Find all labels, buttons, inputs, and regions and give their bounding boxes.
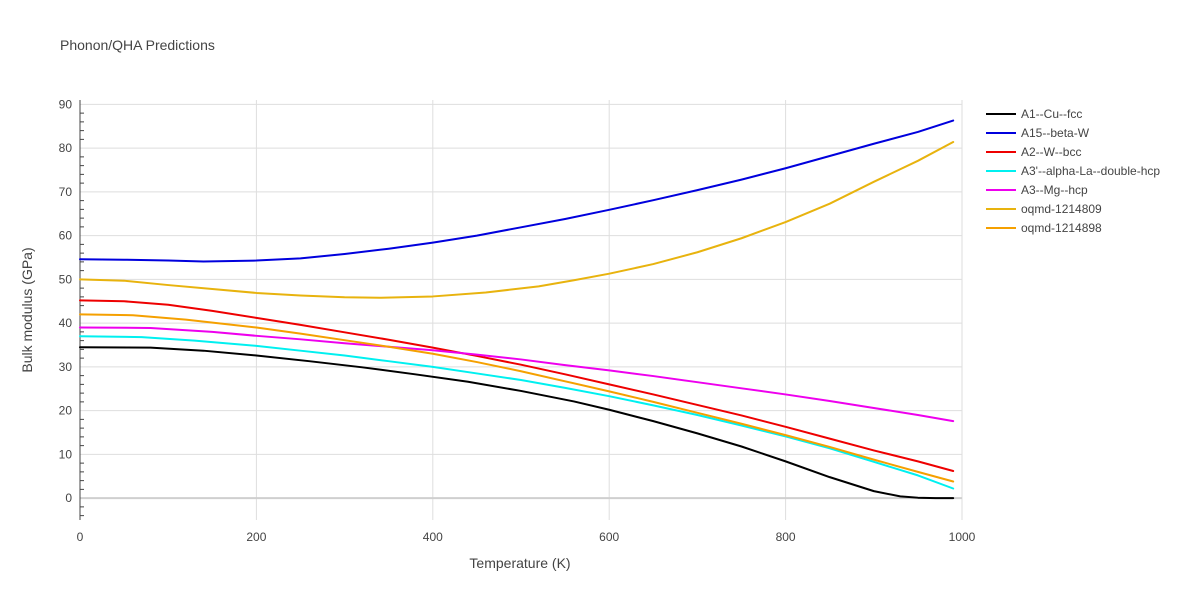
axis-layer: 0 200 400 600 800 1000 0 10 20 30 40 50 60 70 80 90: [59, 97, 976, 544]
y-tick-label: 30: [59, 360, 73, 374]
series-line-0[interactable]: [79, 346, 955, 500]
legend-item[interactable]: A2--W--bcc: [986, 145, 1081, 159]
series-layer: [79, 119, 955, 500]
legend-label: oqmd-1214898: [1021, 221, 1102, 235]
legend-label: A3--Mg--hcp: [1021, 183, 1088, 197]
legend-label: A15--beta-W: [1021, 126, 1090, 140]
series-line-3[interactable]: [79, 335, 955, 490]
series-line-6[interactable]: [79, 313, 955, 483]
legend-label: A1--Cu--fcc: [1021, 107, 1082, 121]
legend-label: oqmd-1214809: [1021, 202, 1102, 216]
x-tick-label: 400: [423, 530, 443, 544]
y-tick-label: 90: [59, 97, 73, 111]
x-tick-label: 800: [776, 530, 796, 544]
x-tick-label: 200: [246, 530, 266, 544]
series-line-5[interactable]: [79, 141, 955, 299]
x-tick-label: 600: [599, 530, 619, 544]
series-line-4[interactable]: [79, 326, 955, 423]
legend-item[interactable]: A1--Cu--fcc: [986, 107, 1082, 121]
legend-item[interactable]: oqmd-1214898: [986, 221, 1102, 235]
y-tick-label: 0: [65, 491, 72, 505]
x-tick-label: 0: [77, 530, 84, 544]
legend-item[interactable]: oqmd-1214809: [986, 202, 1102, 216]
series-line-1[interactable]: [79, 119, 955, 263]
legend-label: A3'--alpha-La--double-hcp: [1021, 164, 1160, 178]
y-tick-label: 80: [59, 141, 73, 155]
legend-item[interactable]: A15--beta-W: [986, 126, 1090, 140]
legend[interactable]: A1--Cu--fcc A15--beta-W A2--W--bcc A3'--alp…: [986, 107, 1160, 235]
legend-item[interactable]: A3'--alpha-La--double-hcp: [986, 164, 1160, 178]
y-tick-label: 60: [59, 229, 73, 243]
y-tick-label: 40: [59, 316, 73, 330]
x-tick-label: 1000: [949, 530, 976, 544]
y-tick-label: 50: [59, 272, 73, 286]
y-tick-label: 20: [59, 404, 73, 418]
series-line-2[interactable]: [79, 299, 955, 472]
y-tick-label: 70: [59, 185, 73, 199]
grid-layer: [80, 100, 963, 520]
y-axis-title: Bulk modulus (GPa): [19, 247, 35, 372]
chart-title: Phonon/QHA Predictions: [60, 37, 215, 53]
legend-label: A2--W--bcc: [1021, 145, 1081, 159]
x-axis-title: Temperature (K): [469, 555, 570, 571]
y-tick-label: 10: [59, 447, 73, 461]
legend-item[interactable]: A3--Mg--hcp: [986, 183, 1088, 197]
